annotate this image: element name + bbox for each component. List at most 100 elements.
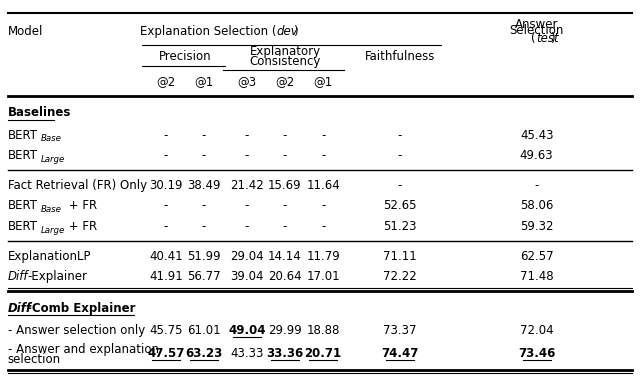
Text: Diff: Diff xyxy=(8,301,32,315)
Text: -: - xyxy=(244,220,249,233)
Text: 74.47: 74.47 xyxy=(381,347,419,360)
Text: Fact Retrieval (FR) Only: Fact Retrieval (FR) Only xyxy=(8,179,147,192)
Text: 43.33: 43.33 xyxy=(230,347,264,360)
Text: 17.01: 17.01 xyxy=(307,270,340,283)
Text: -: - xyxy=(244,128,249,142)
Text: test: test xyxy=(536,32,559,45)
Text: -: - xyxy=(202,128,206,142)
Text: -: - xyxy=(321,220,325,233)
Text: 40.41: 40.41 xyxy=(149,250,182,263)
Text: 56.77: 56.77 xyxy=(188,270,221,283)
Text: Diff: Diff xyxy=(8,270,28,283)
Text: Base: Base xyxy=(41,205,62,214)
Text: -: - xyxy=(244,199,249,213)
Text: -: - xyxy=(397,149,402,162)
Text: selection: selection xyxy=(8,353,61,366)
Text: 63.23: 63.23 xyxy=(186,347,223,360)
Text: ): ) xyxy=(550,32,555,45)
Text: 20.64: 20.64 xyxy=(268,270,302,283)
Text: ): ) xyxy=(293,25,298,38)
Text: @3: @3 xyxy=(237,75,256,88)
Text: 72.22: 72.22 xyxy=(383,270,417,283)
Text: -: - xyxy=(283,128,287,142)
Text: Answer: Answer xyxy=(515,18,559,31)
Text: -: - xyxy=(321,199,325,213)
Text: 72.04: 72.04 xyxy=(520,324,554,337)
Text: 62.57: 62.57 xyxy=(520,250,554,263)
Text: -Explainer: -Explainer xyxy=(27,270,87,283)
Text: 11.64: 11.64 xyxy=(307,179,340,192)
Text: Large: Large xyxy=(41,226,65,235)
Text: 29.04: 29.04 xyxy=(230,250,264,263)
Text: 49.04: 49.04 xyxy=(228,324,266,337)
Text: 61.01: 61.01 xyxy=(188,324,221,337)
Text: 18.88: 18.88 xyxy=(307,324,340,337)
Text: Selection: Selection xyxy=(509,24,564,37)
Text: @1: @1 xyxy=(314,75,333,88)
Text: @2: @2 xyxy=(275,75,294,88)
Text: BERT: BERT xyxy=(8,149,38,162)
Text: -: - xyxy=(283,149,287,162)
Text: -: - xyxy=(397,128,402,142)
Text: 73.46: 73.46 xyxy=(518,347,556,360)
Text: -: - xyxy=(164,220,168,233)
Text: -: - xyxy=(164,199,168,213)
Text: 45.75: 45.75 xyxy=(149,324,182,337)
Text: 47.57: 47.57 xyxy=(147,347,184,360)
Text: -: - xyxy=(321,149,325,162)
Text: -: - xyxy=(202,220,206,233)
Text: 41.91: 41.91 xyxy=(149,270,182,283)
Text: Model: Model xyxy=(8,25,43,38)
Text: 73.37: 73.37 xyxy=(383,324,417,337)
Text: 51.23: 51.23 xyxy=(383,220,417,233)
Text: 11.79: 11.79 xyxy=(307,250,340,263)
Text: 21.42: 21.42 xyxy=(230,179,264,192)
Text: - Answer and explanation: - Answer and explanation xyxy=(8,343,159,356)
Text: - Answer selection only: - Answer selection only xyxy=(8,324,145,337)
Text: 52.65: 52.65 xyxy=(383,199,417,213)
Text: Explanatory: Explanatory xyxy=(250,45,321,58)
Text: -: - xyxy=(283,220,287,233)
Text: BERT: BERT xyxy=(8,199,38,213)
Text: -Comb Explainer: -Comb Explainer xyxy=(27,301,136,315)
Text: -: - xyxy=(321,128,325,142)
Text: -: - xyxy=(397,179,402,192)
Text: 33.36: 33.36 xyxy=(266,347,303,360)
Text: 30.19: 30.19 xyxy=(149,179,182,192)
Text: BERT: BERT xyxy=(8,128,38,142)
Text: 20.71: 20.71 xyxy=(305,347,342,360)
Text: 71.48: 71.48 xyxy=(520,270,554,283)
Text: 71.11: 71.11 xyxy=(383,250,417,263)
Text: ExplanationLP: ExplanationLP xyxy=(8,250,92,263)
Text: 51.99: 51.99 xyxy=(188,250,221,263)
Text: Baselines: Baselines xyxy=(8,106,71,119)
Text: Faithfulness: Faithfulness xyxy=(364,50,435,63)
Text: -: - xyxy=(164,149,168,162)
Text: 15.69: 15.69 xyxy=(268,179,302,192)
Text: 29.99: 29.99 xyxy=(268,324,302,337)
Text: 49.63: 49.63 xyxy=(520,149,554,162)
Text: Explanation Selection (: Explanation Selection ( xyxy=(140,25,276,38)
Text: -: - xyxy=(534,179,539,192)
Text: 39.04: 39.04 xyxy=(230,270,264,283)
Text: 58.06: 58.06 xyxy=(520,199,554,213)
Text: -: - xyxy=(164,128,168,142)
Text: -: - xyxy=(244,149,249,162)
Text: @1: @1 xyxy=(195,75,214,88)
Text: -: - xyxy=(202,199,206,213)
Text: + FR: + FR xyxy=(65,199,97,213)
Text: 38.49: 38.49 xyxy=(188,179,221,192)
Text: 14.14: 14.14 xyxy=(268,250,302,263)
Text: 59.32: 59.32 xyxy=(520,220,554,233)
Text: -: - xyxy=(283,199,287,213)
Text: dev: dev xyxy=(276,25,298,38)
Text: (: ( xyxy=(531,32,536,45)
Text: + FR: + FR xyxy=(65,220,97,233)
Text: -: - xyxy=(202,149,206,162)
Text: BERT: BERT xyxy=(8,220,38,233)
Text: 45.43: 45.43 xyxy=(520,128,554,142)
Text: Precision: Precision xyxy=(159,50,211,63)
Text: @2: @2 xyxy=(156,75,175,88)
Text: Base: Base xyxy=(41,134,62,144)
Text: Large: Large xyxy=(41,155,65,164)
